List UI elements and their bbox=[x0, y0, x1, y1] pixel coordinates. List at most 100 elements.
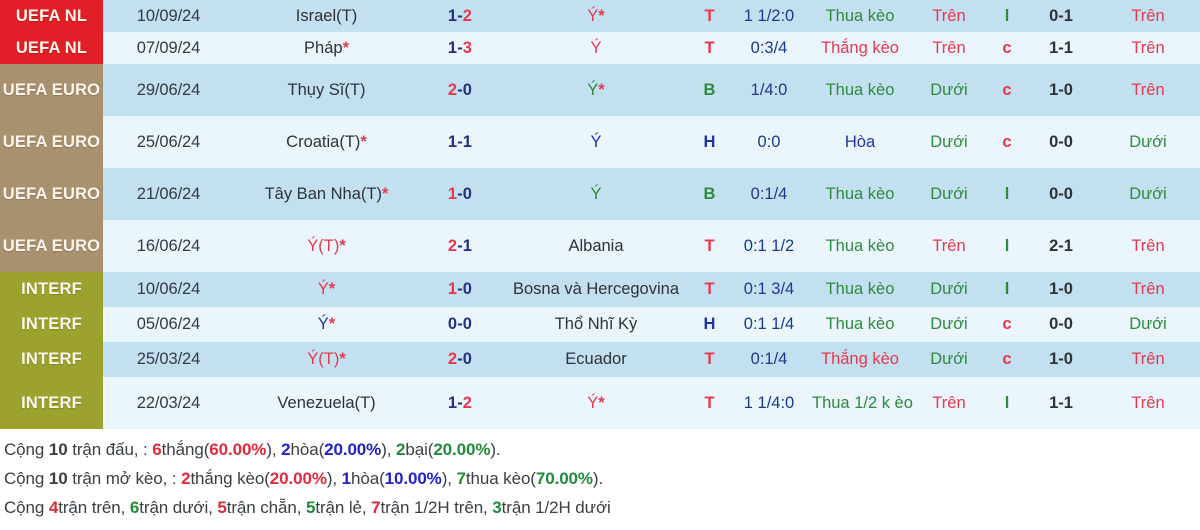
over-under-result: Dưới bbox=[930, 280, 968, 299]
away-team: Bosna và Hercegovina bbox=[512, 280, 679, 299]
match-date: 29/06/24 bbox=[136, 80, 201, 99]
under-count: 6 bbox=[129, 498, 140, 518]
paren-a: ), bbox=[266, 440, 282, 459]
over-under-result: Dưới bbox=[930, 184, 968, 203]
hdp-win-label: thắng kèo( bbox=[190, 469, 270, 489]
paren-e: ), bbox=[441, 469, 457, 489]
star-marker: * bbox=[381, 184, 389, 203]
final-score: 2-0 bbox=[447, 80, 473, 99]
halftime-over-under: Dưới bbox=[1129, 315, 1167, 334]
paren-d: ), bbox=[326, 469, 342, 489]
handicap-line: 1 1/2:0 bbox=[743, 6, 795, 25]
table-row[interactable]: UEFA NL 07/09/24 Pháp* 1-3 Ý T 0:3/4 Thắng kèo T… bbox=[0, 32, 1200, 64]
table-row[interactable]: UEFA EURO 29/06/24 Thụy Sĩ(T) 2-0 Ý* B 1/4:0 Th… bbox=[0, 64, 1200, 116]
league-tag[interactable]: UEFA EURO bbox=[0, 168, 103, 220]
handicap-line: 0:0 bbox=[757, 132, 781, 151]
home-team: Croatia(T)* bbox=[286, 132, 367, 151]
handicap-line: 0:3/4 bbox=[750, 38, 788, 57]
handicap-result: Hòa bbox=[844, 132, 876, 151]
table-row[interactable]: INTERF 05/06/24 Ý* 0-0 Thổ Nhĩ Kỳ H 0:1 1/4 Thu… bbox=[0, 307, 1200, 342]
star-marker: * bbox=[598, 393, 605, 412]
home-team: Ý(T)* bbox=[307, 236, 346, 255]
handicap-result: Thua kèo bbox=[825, 315, 895, 334]
odd-even-result: l bbox=[1004, 184, 1010, 203]
handicap-result: Thua kèo bbox=[825, 184, 895, 203]
table-row[interactable]: UEFA EURO 21/06/24 Tây Ban Nha(T)* 1-0 Ý B 0:1… bbox=[0, 168, 1200, 220]
odd-even-result: l bbox=[1004, 236, 1010, 255]
league-tag[interactable]: INTERF bbox=[0, 307, 103, 342]
handicap-result: Thua kèo bbox=[825, 236, 895, 255]
summary-prefix-2: Cộng bbox=[4, 469, 49, 489]
over-under-result: Trên bbox=[932, 38, 966, 57]
lose-count: 2 bbox=[396, 440, 406, 459]
halftime-over-under: Trên bbox=[1131, 393, 1165, 412]
halftime-over-under: Trên bbox=[1131, 280, 1165, 299]
match-rows: UEFA NL 10/09/24 Israel(T) 1-2 Ý* T 1 1/2:0 Thu… bbox=[0, 0, 1200, 429]
draw-label: hòa( bbox=[290, 440, 325, 459]
halftime-score: 1-0 bbox=[1049, 80, 1073, 99]
handicap-line: 0:1 1/4 bbox=[743, 315, 795, 334]
match-date: 07/09/24 bbox=[136, 38, 201, 57]
away-team: Ý bbox=[590, 38, 602, 57]
table-row[interactable]: UEFA EURO 25/06/24 Croatia(T)* 1-1 Ý H 0:0 Hòa D… bbox=[0, 116, 1200, 168]
league-tag[interactable]: UEFA NL bbox=[0, 32, 103, 64]
summary-mid-2: trận mở kèo, : bbox=[67, 469, 182, 489]
hdp-draw-pct: 10.00% bbox=[384, 469, 442, 489]
hdp-win-count: 2 bbox=[181, 469, 191, 489]
paren-f: ). bbox=[592, 469, 604, 489]
final-score: 2-0 bbox=[447, 350, 473, 369]
table-row[interactable]: INTERF 22/03/24 Venezuela(T) 1-2 Ý* T 1 1/4:0 T… bbox=[0, 377, 1200, 429]
odd-label: trận lẻ, bbox=[315, 498, 372, 518]
odd-count: 5 bbox=[305, 498, 316, 518]
final-score: 1-2 bbox=[447, 6, 473, 25]
paren-b: ), bbox=[381, 440, 396, 459]
away-team: Ý bbox=[590, 184, 602, 203]
final-score: 1-0 bbox=[447, 280, 473, 299]
league-tag[interactable]: INTERF bbox=[0, 342, 103, 377]
handicap-result: Thua kèo bbox=[825, 80, 895, 99]
home-team: Pháp* bbox=[304, 38, 349, 57]
table-row[interactable]: INTERF 10/06/24 Ý* 1-0 Bosna và Hercegovina T… bbox=[0, 272, 1200, 307]
league-tag[interactable]: UEFA EURO bbox=[0, 116, 103, 168]
match-result: B bbox=[703, 80, 716, 99]
over-under-result: Dưới bbox=[930, 315, 968, 334]
hdp-lose-label: thua kèo( bbox=[465, 469, 536, 489]
table-row[interactable]: INTERF 25/03/24 Ý(T)* 2-0 Ecuador T 0:1/4 Thắng… bbox=[0, 342, 1200, 377]
odd-even-result: c bbox=[1002, 315, 1012, 334]
even-count: 5 bbox=[217, 498, 227, 518]
draw-count: 2 bbox=[281, 440, 291, 459]
halftime-score: 2-1 bbox=[1049, 236, 1073, 255]
star-marker: * bbox=[598, 80, 605, 99]
away-team: Albania bbox=[568, 236, 624, 255]
under-label: trận dưới, bbox=[139, 498, 218, 518]
away-team: Ý* bbox=[587, 6, 605, 25]
match-result: T bbox=[704, 393, 715, 412]
over-under-result: Dưới bbox=[930, 350, 968, 369]
halftime-over-under: Trên bbox=[1131, 38, 1165, 57]
match-date: 21/06/24 bbox=[136, 184, 201, 203]
league-tag[interactable]: UEFA NL bbox=[0, 0, 103, 32]
league-tag[interactable]: INTERF bbox=[0, 272, 103, 307]
final-score: 1-1 bbox=[447, 132, 473, 151]
halftime-over-under: Dưới bbox=[1129, 184, 1167, 203]
handicap-line: 1/4:0 bbox=[750, 80, 788, 99]
match-history-table: UEFA NL 10/09/24 Israel(T) 1-2 Ý* T 1 1/2:0 Thu… bbox=[0, 0, 1200, 429]
handicap-line: 1 1/4:0 bbox=[743, 393, 795, 412]
over-under-result: Dưới bbox=[930, 132, 968, 151]
league-tag[interactable]: INTERF bbox=[0, 377, 103, 429]
table-row[interactable]: UEFA NL 10/09/24 Israel(T) 1-2 Ý* T 1 1/2:0 Thu… bbox=[0, 0, 1200, 32]
away-team: Ý* bbox=[587, 80, 605, 99]
halftime-score: 0-0 bbox=[1049, 132, 1073, 151]
league-tag[interactable]: UEFA EURO bbox=[0, 64, 103, 116]
league-tag[interactable]: UEFA EURO bbox=[0, 220, 103, 272]
win-count: 6 bbox=[152, 440, 162, 459]
home-team: Ý(T)* bbox=[307, 350, 346, 369]
away-team: Ecuador bbox=[565, 350, 627, 369]
away-team: Ý* bbox=[587, 393, 605, 412]
final-score: 0-0 bbox=[447, 315, 473, 334]
star-marker: * bbox=[342, 38, 349, 57]
table-row[interactable]: UEFA EURO 16/06/24 Ý(T)* 2-1 Albania T 0:1 1/2… bbox=[0, 220, 1200, 272]
star-marker: * bbox=[598, 6, 605, 25]
summary-line-handicap: Cộng 10 trận mở kèo, : 2thắng kèo(20.00%… bbox=[4, 464, 1200, 493]
over-label: trận trên, bbox=[58, 498, 130, 518]
